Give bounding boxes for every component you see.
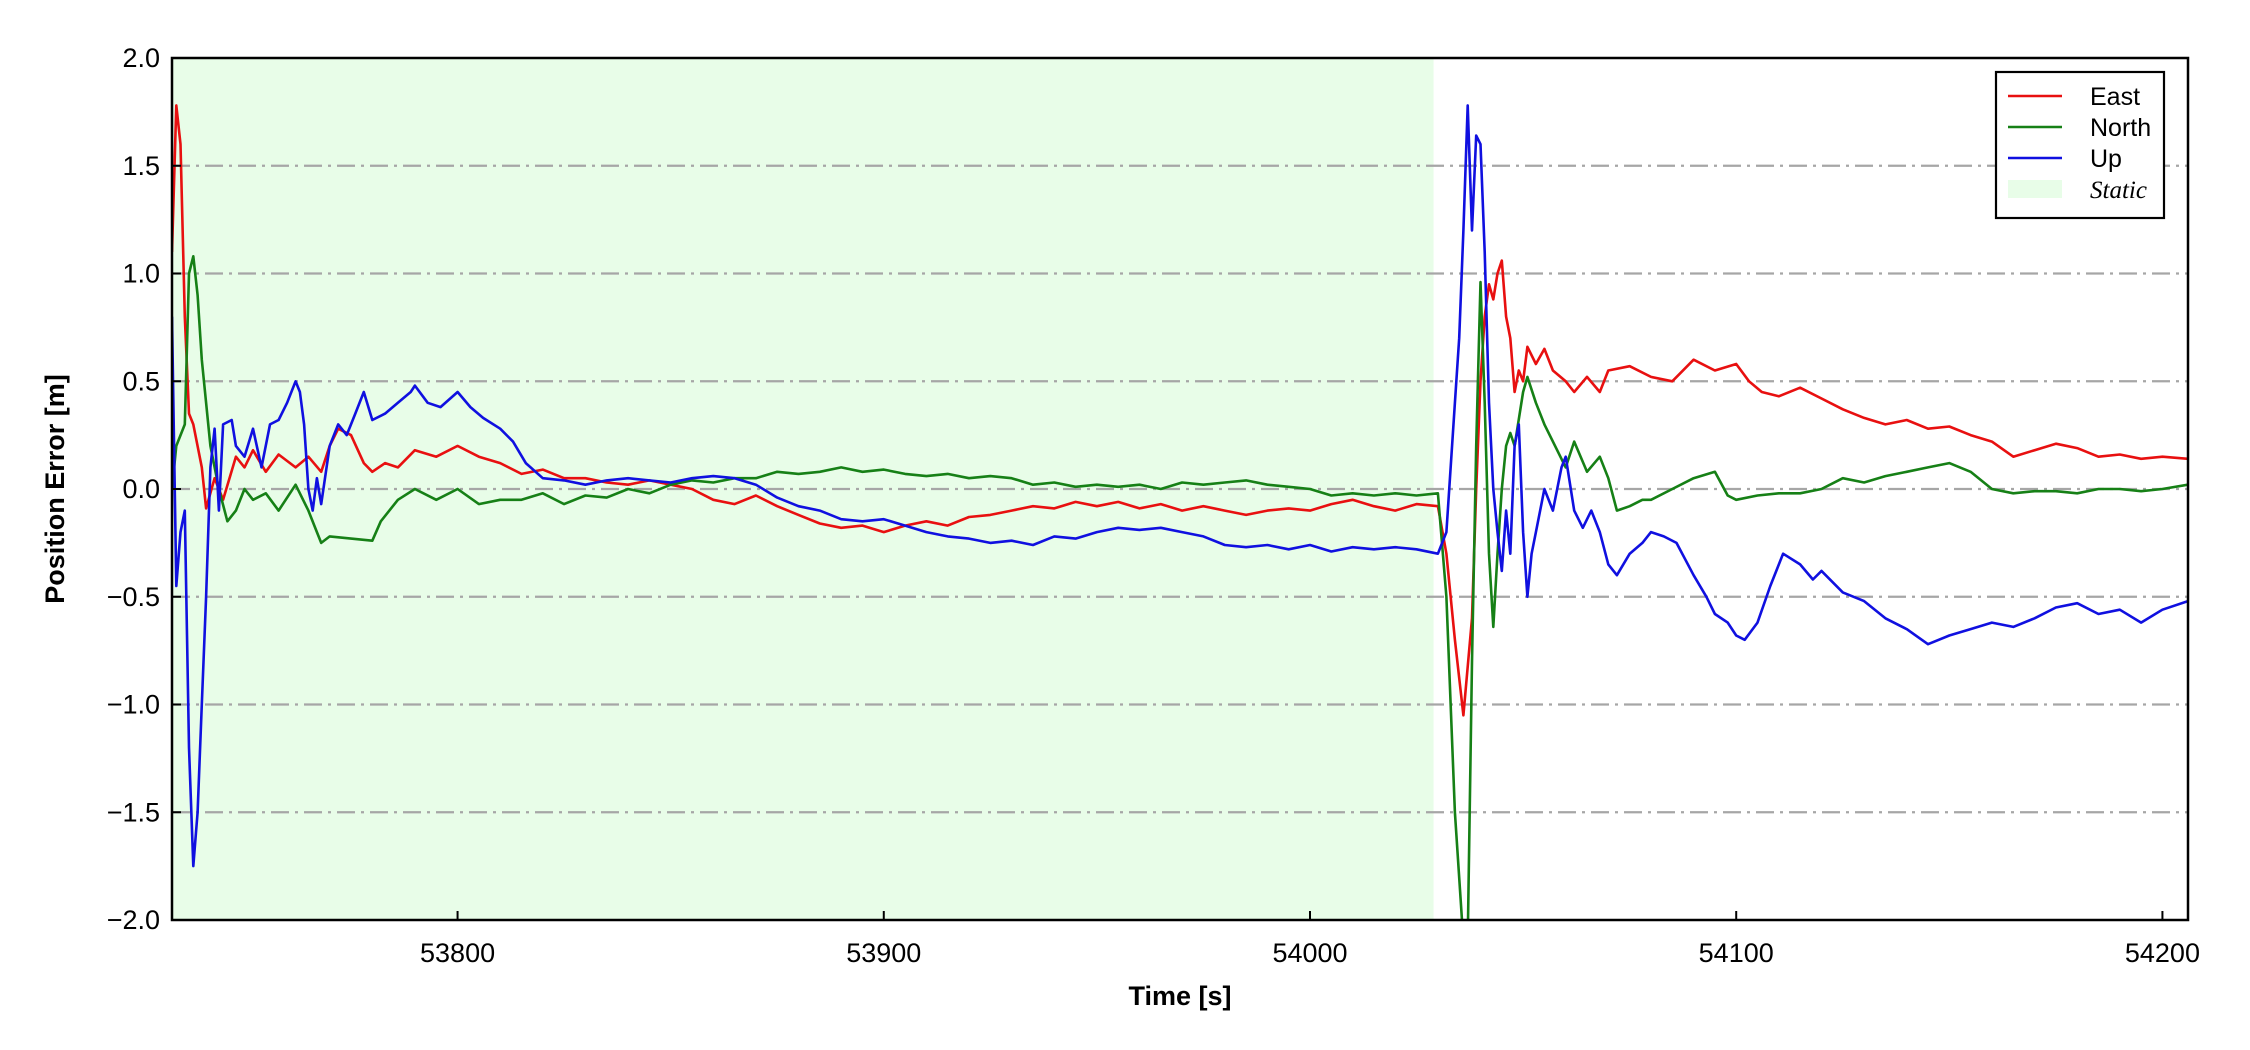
y-tick-label: 1.0 [122,259,160,289]
series-layer [172,104,2188,920]
legend-swatch-static [2008,180,2062,198]
series-line-north [172,255,2188,920]
legend-label: Static [2090,177,2147,204]
y-tick-label: −1.0 [107,690,160,720]
series-line-up [172,104,2188,868]
y-tick-label: −1.5 [107,797,160,827]
x-tick-label: 53900 [846,938,921,968]
grid-layer [172,164,2188,814]
x-tick-label: 53800 [420,938,495,968]
x-axis-title: Time [s] [1128,981,1231,1011]
y-tick-label: 1.5 [122,151,160,181]
y-tick-label: −0.5 [107,582,160,612]
legend-label: North [2090,114,2151,142]
y-tick-label: 0.0 [122,474,160,504]
series-line-east [172,104,2188,717]
y-tick-label: −2.0 [107,905,160,935]
x-tick-label: 54200 [2125,938,2200,968]
y-axis-title: Position Error [m] [40,374,70,604]
legend-label: Up [2090,145,2122,173]
legend: East North Up Static [1994,70,2166,220]
tick-layer: 53800 53900 54000 54100 54200 −2.0 −1.5 −1.0 −0.… [107,43,2200,968]
y-tick-label: 0.5 [122,366,160,396]
x-tick-label: 54100 [1699,938,1774,968]
legend-label: East [2090,83,2140,111]
x-tick-label: 54000 [1272,938,1347,968]
y-tick-label: 2.0 [122,43,160,73]
